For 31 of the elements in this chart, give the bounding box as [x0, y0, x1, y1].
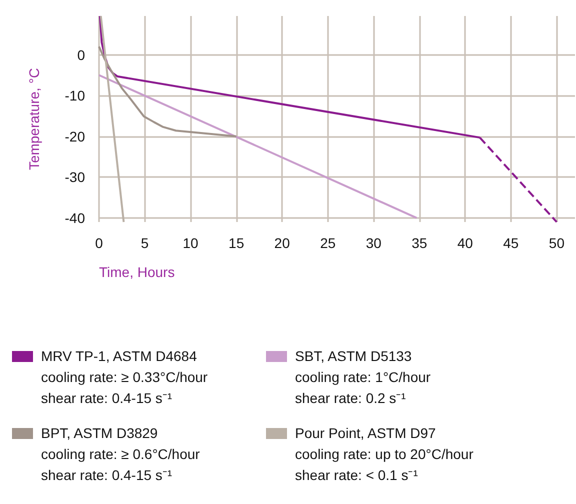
x-tick-label: 25 [320, 235, 336, 251]
y-tick-label: -30 [64, 169, 86, 186]
x-tick-label: 50 [548, 235, 565, 251]
legend-label: Pour Point, ASTM D97 [295, 424, 437, 443]
legend-label: SBT, ASTM D5133 [295, 347, 413, 366]
x-tick-label: 35 [412, 235, 428, 251]
y-tick-label: -40 [64, 210, 86, 226]
x-tick-label: 0 [95, 235, 104, 251]
text: cooling rate: up to 20°C/hour [295, 445, 474, 464]
y-tick-label: -20 [64, 128, 86, 144]
y-tick-label: -10 [64, 88, 86, 104]
x-tick-label: 5 [140, 235, 149, 251]
text: cooling rate: ≥ 0.33°C/hour [41, 368, 208, 387]
legend-label: MRV TP-1, ASTM D4684 [41, 347, 198, 366]
text: cooling rate: ≥ 0.6°C/hour [41, 445, 200, 464]
text: shear rate: 0.4-15 s⁻¹ [41, 466, 174, 485]
text: cooling rate: 1°C/hour [295, 368, 431, 387]
x-tick-label: 45 [503, 235, 519, 251]
x-tick-label: 30 [366, 235, 382, 251]
text: shear rate: 0.2 s⁻¹ [295, 389, 407, 408]
y-axis-title: Temperature, °C [26, 68, 42, 170]
line-series [98, 46, 238, 138]
legend-label: BPT, ASTM D3829 [41, 424, 159, 443]
x-axis-title: Time, Hours [99, 264, 175, 280]
x-tick-label: 20 [274, 235, 290, 251]
y-tick-label: 0 [77, 46, 86, 63]
x-tick-label: 40 [457, 235, 474, 251]
x-tick-label: 15 [228, 235, 244, 251]
x-tick-label: 10 [182, 235, 199, 251]
text: shear rate: < 0.1 s⁻¹ [295, 466, 419, 485]
text: shear rate: 0.4-15 s⁻¹ [41, 389, 174, 408]
